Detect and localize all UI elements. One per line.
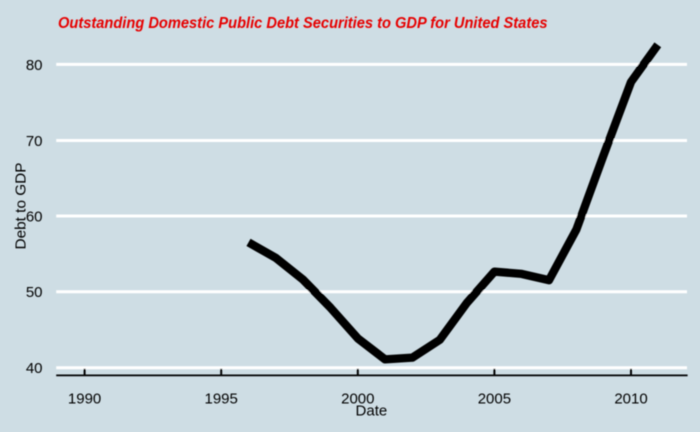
svg-text:2005: 2005 bbox=[478, 391, 511, 408]
svg-text:Date: Date bbox=[356, 403, 388, 420]
svg-text:1990: 1990 bbox=[68, 391, 101, 408]
svg-text:1995: 1995 bbox=[205, 391, 238, 408]
svg-text:80: 80 bbox=[26, 57, 43, 74]
svg-text:60: 60 bbox=[26, 209, 43, 226]
svg-text:70: 70 bbox=[26, 133, 43, 150]
svg-text:50: 50 bbox=[26, 284, 43, 301]
svg-text:2010: 2010 bbox=[614, 391, 647, 408]
svg-text:Outstanding Domestic Public De: Outstanding Domestic Public Debt Securit… bbox=[58, 15, 548, 32]
svg-text:40: 40 bbox=[26, 360, 43, 377]
svg-text:Debt to GDP: Debt to GDP bbox=[12, 163, 29, 250]
svg-text:2000: 2000 bbox=[341, 391, 374, 408]
